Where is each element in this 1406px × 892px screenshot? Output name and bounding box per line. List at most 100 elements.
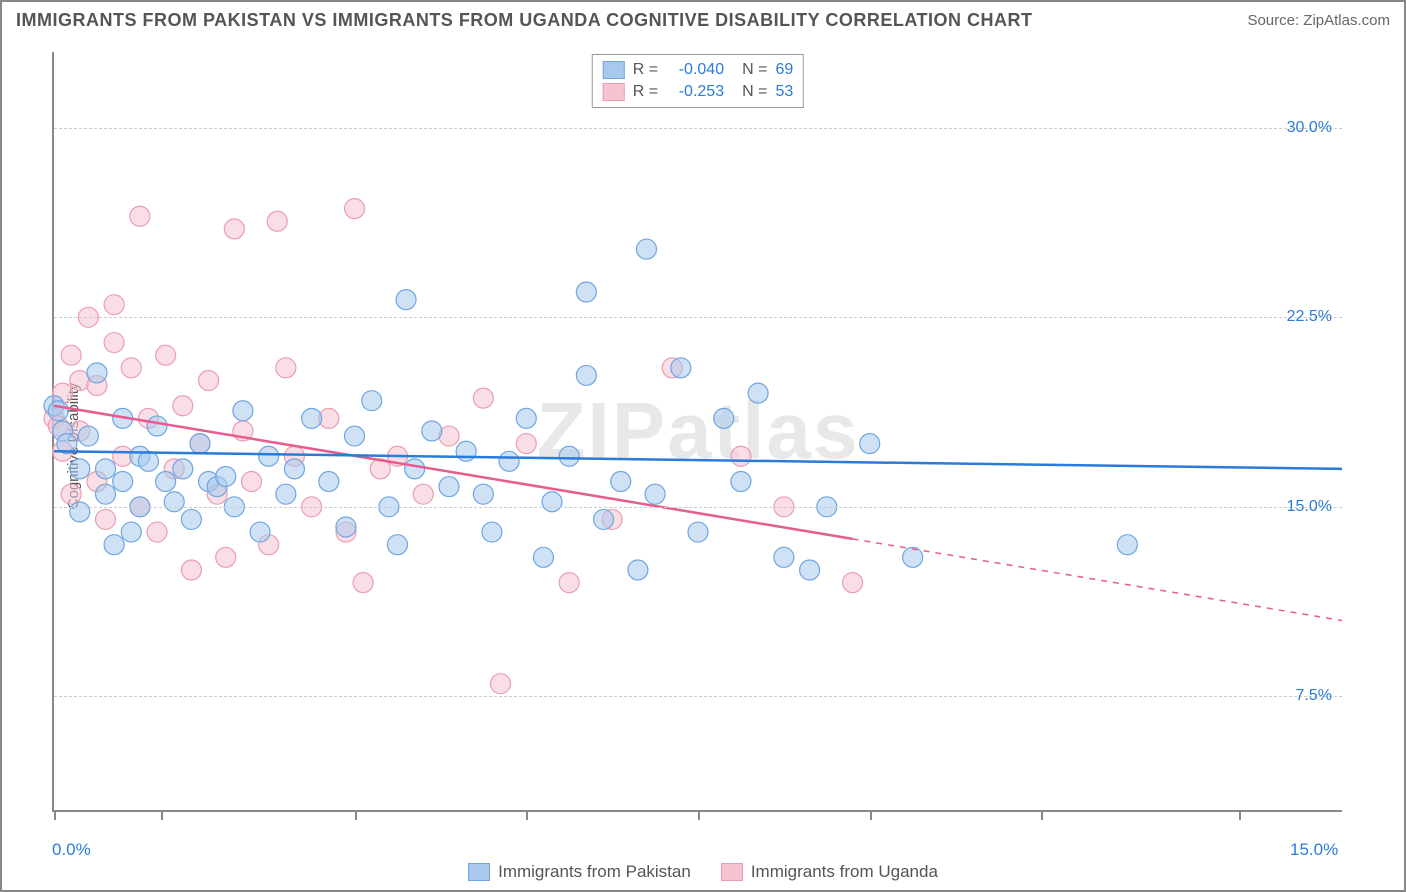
data-point	[147, 416, 167, 436]
correlation-legend: R = -0.040 N = 69 R = -0.253 N = 53	[592, 54, 804, 108]
data-point	[473, 388, 493, 408]
data-point	[104, 295, 124, 315]
data-point	[121, 358, 141, 378]
data-point	[353, 573, 373, 593]
legend-label-pakistan: Immigrants from Pakistan	[498, 862, 691, 882]
data-point	[216, 547, 236, 567]
x-tick	[526, 810, 528, 820]
swatch-pakistan	[603, 61, 625, 79]
data-point	[800, 560, 820, 580]
data-point	[147, 522, 167, 542]
data-point	[671, 358, 691, 378]
data-point	[319, 472, 339, 492]
data-point	[78, 426, 98, 446]
data-point	[473, 484, 493, 504]
trend-line	[54, 451, 1342, 469]
grid-line	[54, 507, 1342, 508]
data-point	[559, 446, 579, 466]
data-point	[491, 674, 511, 694]
chart-container: IMMIGRANTS FROM PAKISTAN VS IMMIGRANTS F…	[0, 0, 1406, 892]
legend-label-uganda: Immigrants from Uganda	[751, 862, 938, 882]
data-point	[156, 472, 176, 492]
data-point	[164, 492, 184, 512]
trend-line-extrapolated	[853, 539, 1342, 621]
x-tick	[870, 810, 872, 820]
plot-area: ZIPatlas R = -0.040 N = 69 R = -0.253 N …	[52, 52, 1342, 812]
y-tick-label: 7.5%	[1296, 687, 1332, 705]
data-point	[387, 535, 407, 555]
data-point	[345, 199, 365, 219]
data-point	[259, 446, 279, 466]
data-point	[121, 522, 141, 542]
data-point	[276, 484, 296, 504]
data-point	[636, 239, 656, 259]
data-point	[61, 484, 81, 504]
bottom-legend: Immigrants from Pakistan Immigrants from…	[2, 862, 1404, 882]
data-point	[70, 502, 90, 522]
data-point	[104, 333, 124, 353]
data-point	[181, 509, 201, 529]
data-point	[190, 434, 210, 454]
data-point	[130, 206, 150, 226]
data-point	[233, 401, 253, 421]
data-point	[267, 211, 287, 231]
data-point	[774, 547, 794, 567]
data-point	[96, 509, 116, 529]
data-point	[70, 459, 90, 479]
data-point	[250, 522, 270, 542]
data-point	[903, 547, 923, 567]
x-tick	[161, 810, 163, 820]
data-point	[181, 560, 201, 580]
data-point	[516, 434, 536, 454]
data-point	[843, 573, 863, 593]
data-point	[645, 484, 665, 504]
grid-line	[54, 128, 1342, 129]
data-point	[284, 459, 304, 479]
n-value-uganda: 53	[775, 83, 793, 101]
data-point	[405, 459, 425, 479]
x-tick	[1041, 810, 1043, 820]
data-point	[1117, 535, 1137, 555]
y-tick-label: 30.0%	[1287, 119, 1332, 137]
x-tick	[1239, 810, 1241, 820]
data-point	[594, 509, 614, 529]
data-point	[276, 358, 296, 378]
data-point	[731, 446, 751, 466]
swatch-uganda	[603, 83, 625, 101]
data-point	[173, 459, 193, 479]
data-point	[611, 472, 631, 492]
data-point	[576, 282, 596, 302]
legend-row-pakistan: R = -0.040 N = 69	[603, 59, 793, 81]
data-point	[516, 408, 536, 428]
legend-row-uganda: R = -0.253 N = 53	[603, 81, 793, 103]
data-point	[559, 573, 579, 593]
x-axis-min-label: 0.0%	[52, 840, 91, 860]
data-point	[413, 484, 433, 504]
data-point	[499, 451, 519, 471]
x-axis-max-label: 15.0%	[1290, 840, 1338, 860]
data-point	[576, 365, 596, 385]
grid-line	[54, 317, 1342, 318]
data-point	[138, 451, 158, 471]
data-point	[396, 290, 416, 310]
data-point	[748, 383, 768, 403]
data-point	[422, 421, 442, 441]
data-point	[542, 492, 562, 512]
grid-line	[54, 696, 1342, 697]
data-point	[61, 345, 81, 365]
data-point	[482, 522, 502, 542]
swatch-icon	[721, 863, 743, 881]
data-point	[731, 472, 751, 492]
data-point	[96, 484, 116, 504]
data-point	[362, 391, 382, 411]
x-tick	[54, 810, 56, 820]
data-point	[224, 219, 244, 239]
data-point	[688, 522, 708, 542]
legend-item-pakistan: Immigrants from Pakistan	[468, 862, 691, 882]
data-point	[336, 517, 356, 537]
n-value-pakistan: 69	[775, 61, 793, 79]
x-tick	[698, 810, 700, 820]
data-point	[302, 408, 322, 428]
data-point	[628, 560, 648, 580]
legend-item-uganda: Immigrants from Uganda	[721, 862, 938, 882]
